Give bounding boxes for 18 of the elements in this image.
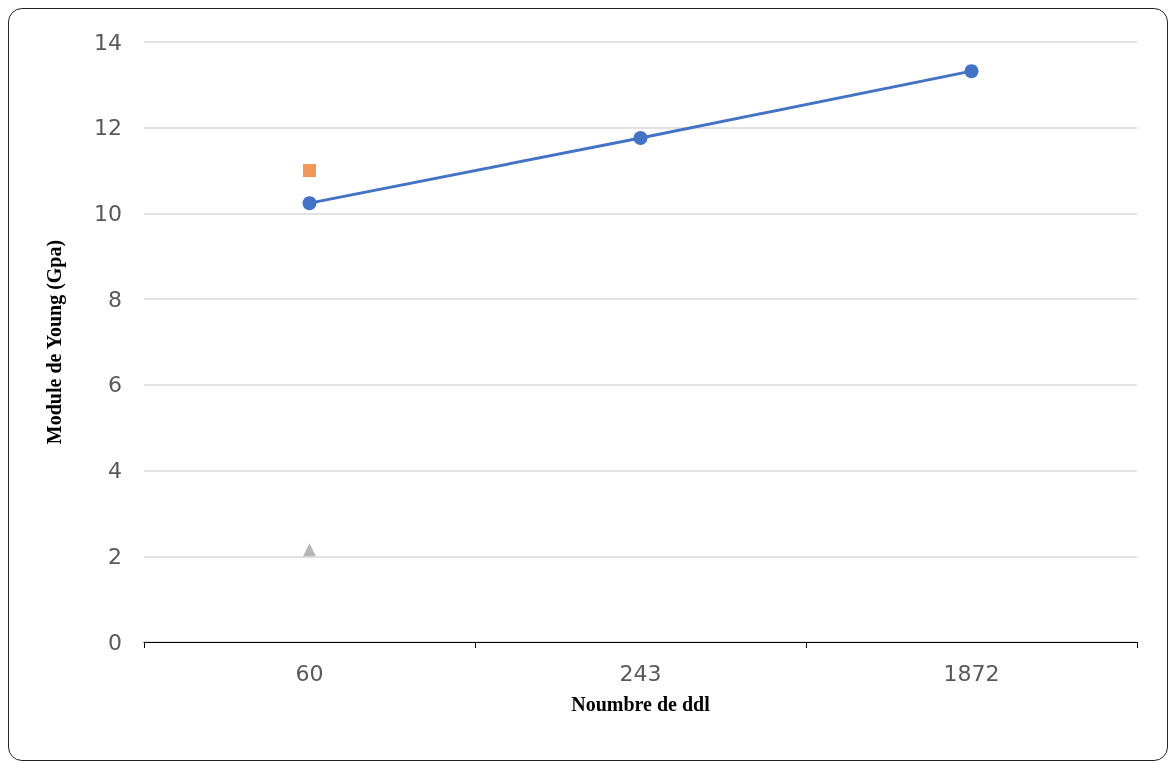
y-tick-label: 12: [94, 115, 122, 141]
point: [633, 131, 648, 145]
y-tick-label: 2: [108, 543, 122, 569]
x-tick-label: 243: [619, 660, 662, 686]
y-tick-label: 10: [94, 200, 122, 226]
point: [302, 196, 317, 211]
point: [303, 543, 316, 557]
y-tick-label: 6: [108, 372, 122, 398]
y-tick-label: 8: [108, 286, 122, 312]
point: [303, 164, 316, 178]
y-tick-label: 0: [108, 629, 122, 655]
point: [964, 64, 979, 79]
x-axis-title: Noumbre de ddl: [571, 693, 711, 715]
y-tick-label: 4: [108, 458, 122, 484]
y-axis-title: Module de Young (Gpa): [43, 239, 66, 445]
y-tick-label: 14: [94, 29, 122, 55]
x-tick-label: 1872: [943, 660, 1000, 686]
x-tick-label: 60: [295, 660, 324, 686]
